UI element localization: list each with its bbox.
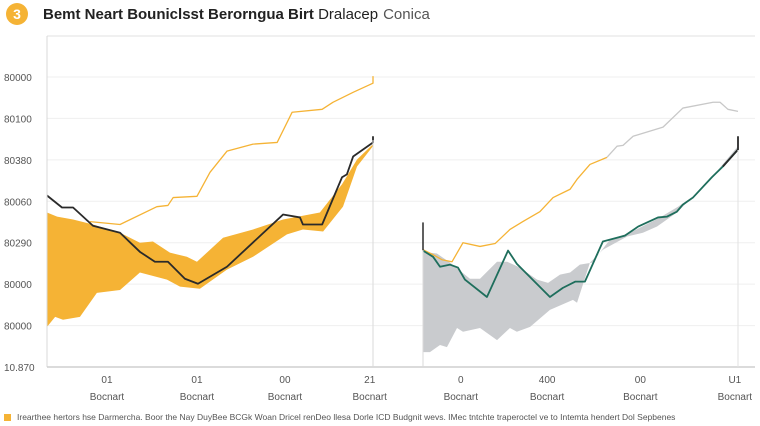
x-category-label: Bocnart (90, 392, 125, 403)
x-category-label: Bocnart (623, 392, 658, 403)
x-tick-label: 00 (279, 375, 291, 386)
x-category-label: Bocnart (530, 392, 565, 403)
axes-frame (46, 35, 755, 368)
chart-title: Bemt Neart Bouniclsst Berorngua Birt Dra… (43, 6, 430, 23)
footnote: Irearthee hertors hse Darmercha. Boor th… (4, 412, 675, 422)
range-band (47, 144, 373, 327)
x-tick-label: 01 (101, 375, 113, 386)
title-medium: Dralacep (318, 6, 379, 23)
panel-2 (422, 101, 739, 353)
series-line-2 (46, 136, 374, 285)
x-tick-label: U1 (728, 375, 741, 386)
title-bold: Bemt Neart Bouniclsst Berorngua Birt (43, 6, 314, 23)
y-tick-label: 80000 (4, 280, 32, 291)
y-tick-label: 80100 (4, 114, 32, 125)
panels (46, 76, 739, 353)
range-band (423, 146, 738, 353)
header: 3 Bemt Neart Bouniclsst Berorngua Birt D… (0, 0, 760, 30)
legend-swatch-icon (4, 414, 11, 422)
y-tick-label: 80000 (4, 73, 32, 84)
panel-1 (46, 76, 374, 327)
y-tick-label: 80380 (4, 156, 32, 167)
y-tick-label: 10.870 (4, 363, 35, 374)
y-tick-label: 80060 (4, 197, 32, 208)
series-line-1 (422, 156, 608, 263)
x-tick-label: 21 (364, 375, 376, 386)
series-line-3 (422, 148, 739, 298)
x-category-label: Bocnart (268, 392, 303, 403)
x-axis-ticks: 01 Bocnart 01 Bocnart 00 Bocnart 21 Bocnart 0 Boc… (90, 375, 753, 403)
series-line-1 (89, 76, 374, 226)
logo-icon: 3 (6, 3, 28, 25)
y-tick-label: 80290 (4, 239, 32, 250)
x-tick-label: 400 (539, 375, 556, 386)
x-category-label: Bocnart (353, 392, 388, 403)
y-tick-label: 80000 (4, 322, 32, 333)
x-category-label: Bocnart (180, 392, 215, 403)
series-line-2 (606, 101, 739, 158)
x-tick-label: 0 (458, 375, 464, 386)
title-light: Conica (383, 6, 430, 23)
y-axis-ticks: 10.870 80000 80000 80290 80060 80380 80100 8000… (4, 73, 35, 374)
x-category-label: Bocnart (444, 392, 479, 403)
x-tick-label: 01 (191, 375, 203, 386)
gridlines (47, 76, 755, 327)
x-tick-label: 00 (635, 375, 647, 386)
x-category-label: Bocnart (718, 392, 753, 403)
series-line-5 (722, 136, 739, 168)
footnote-text: Irearthee hertors hse Darmercha. Boor th… (17, 412, 676, 422)
